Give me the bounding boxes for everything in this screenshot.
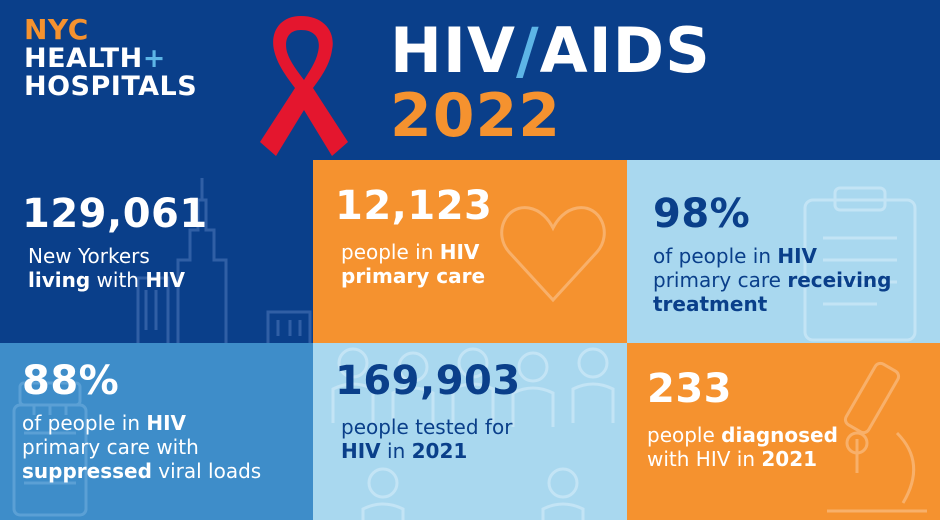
stat-number: 233 — [647, 366, 732, 412]
clipboard-icon — [803, 186, 917, 342]
desc-bold: 2021 — [761, 447, 818, 471]
stat-description: of people in HIV primary care receiving … — [653, 244, 891, 316]
page-title: HIV/AIDS 2022 — [390, 20, 711, 151]
desc-bold: diagnosed — [721, 423, 838, 447]
logo-plus: + — [142, 43, 166, 74]
stat-description: of people in HIV primary care with suppr… — [22, 411, 261, 483]
stat-number: 129,061 — [22, 191, 208, 237]
logo-health-text: HEALTH — [24, 43, 143, 74]
stat-description: New Yorkers living with HIV — [28, 244, 185, 292]
stat-number: 88% — [22, 358, 120, 404]
desc-bold: 2021 — [411, 439, 468, 463]
desc-bold: primary care — [341, 264, 486, 288]
desc-text: people in — [341, 240, 440, 264]
desc-text: New Yorkers — [28, 244, 150, 268]
title-hiv-aids: HIV/AIDS — [390, 20, 711, 82]
desc-text: people — [647, 423, 722, 447]
nyc-health-hospitals-logo[interactable]: NYC HEALTH+ HOSPITALS — [24, 13, 198, 102]
stat-diagnosed: 233 people diagnosed with HIV in 2021 — [627, 343, 940, 520]
people-icon — [331, 347, 615, 520]
title-aids: AIDS — [539, 14, 711, 87]
desc-text: people tested for — [341, 415, 513, 439]
stat-description: people diagnosed with HIV in 2021 — [647, 423, 838, 471]
desc-bold: HIV — [145, 268, 185, 292]
stat-suppressed-viral-loads: 88% of people in HIV primary care with s… — [0, 343, 313, 520]
desc-text: primary care with — [22, 435, 199, 459]
stat-number: 169,903 — [335, 358, 521, 404]
logo-line-nyc: NYC — [24, 13, 89, 46]
desc-bold: HIV — [341, 439, 381, 463]
city-skyline-icon — [136, 178, 312, 343]
desc-text: viral loads — [151, 459, 262, 483]
title-hiv: HIV — [390, 14, 516, 87]
desc-bold: receiving — [787, 268, 892, 292]
logo-line-hospitals: HOSPITALS — [24, 71, 198, 102]
desc-bold: suppressed — [22, 459, 152, 483]
title-year: 2022 — [390, 81, 561, 151]
desc-bold: living — [28, 268, 91, 292]
desc-text: of people in — [653, 244, 778, 268]
desc-bold: HIV — [146, 411, 187, 435]
desc-text: of people in — [22, 411, 147, 435]
stat-description: people in HIV primary care — [341, 240, 485, 288]
heart-icon — [500, 206, 606, 303]
stat-number: 12,123 — [335, 183, 493, 229]
stat-living-with-hiv: 129,061 New Yorkers living with HIV — [0, 160, 313, 343]
stat-number: 98% — [653, 191, 751, 237]
microscope-icon — [827, 361, 927, 513]
desc-text: with HIV in — [647, 447, 762, 471]
desc-bold: treatment — [653, 292, 768, 316]
desc-text: with — [90, 268, 146, 292]
stat-receiving-treatment: 98% of people in HIV primary care receiv… — [627, 160, 940, 343]
title-slash: / — [515, 14, 540, 87]
red-ribbon-icon — [260, 16, 348, 156]
stat-primary-care: 12,123 people in HIV primary care — [313, 160, 627, 343]
header: NYC HEALTH+ HOSPITALS HIV/AIDS 2022 — [0, 0, 940, 160]
desc-bold: HIV — [439, 240, 480, 264]
stat-description: people tested for HIV in 2021 — [341, 415, 512, 463]
logo-line-health: HEALTH+ — [24, 45, 197, 72]
stat-people-tested: 169,903 people tested for HIV in 2021 — [313, 343, 627, 520]
desc-bold: HIV — [777, 244, 818, 268]
pill-bottle-icon — [12, 381, 88, 517]
desc-text: primary care — [653, 268, 788, 292]
desc-text: in — [380, 439, 412, 463]
